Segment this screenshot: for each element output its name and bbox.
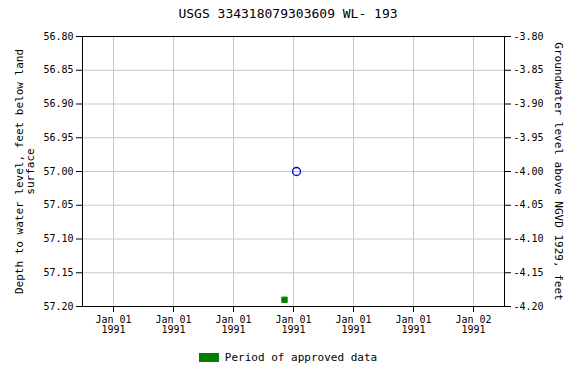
svg-text:-3.85: -3.85 (514, 64, 544, 75)
svg-text:-4.10: -4.10 (514, 233, 544, 244)
svg-text:56.85: 56.85 (43, 64, 73, 75)
svg-text:56.80: 56.80 (43, 31, 73, 42)
svg-text:56.90: 56.90 (43, 98, 73, 109)
svg-text:57.10: 57.10 (43, 233, 73, 244)
svg-text:Jan 011991: Jan 011991 (215, 314, 251, 335)
svg-text:-3.90: -3.90 (514, 98, 544, 109)
svg-text:-4.20: -4.20 (514, 301, 544, 312)
svg-text:57.05: 57.05 (43, 199, 73, 210)
svg-text:-3.95: -3.95 (514, 132, 544, 143)
svg-text:Jan 011991: Jan 011991 (395, 314, 431, 335)
svg-text:57.20: 57.20 (43, 301, 73, 312)
svg-text:-4.05: -4.05 (514, 199, 544, 210)
svg-text:Jan 011991: Jan 011991 (275, 314, 311, 335)
svg-text:57.00: 57.00 (43, 166, 73, 177)
svg-text:Jan 021991: Jan 021991 (455, 314, 491, 335)
svg-text:-4.15: -4.15 (514, 267, 544, 278)
svg-text:Groundwater level above NGVD 1: Groundwater level above NGVD 1929, feet (552, 42, 565, 300)
svg-text:-3.80: -3.80 (514, 31, 544, 42)
svg-text:Jan 011991: Jan 011991 (155, 314, 191, 335)
svg-text:57.15: 57.15 (43, 267, 73, 278)
html-text:Period of approved data: Period of approved data (224, 350, 378, 364)
svg-text:Jan 011991: Jan 011991 (335, 314, 371, 335)
svg-text:56.95: 56.95 (43, 132, 73, 143)
html-text:USGS 334318079303609 WL- 193: USGS 334318079303609 WL- 193 (178, 6, 398, 21)
svg-text:-4.00: -4.00 (514, 166, 544, 177)
svg-text:Jan 011991: Jan 011991 (95, 314, 131, 335)
svg-text:Depth to water level, feet bel: Depth to water level, feet below landsur… (13, 49, 37, 294)
